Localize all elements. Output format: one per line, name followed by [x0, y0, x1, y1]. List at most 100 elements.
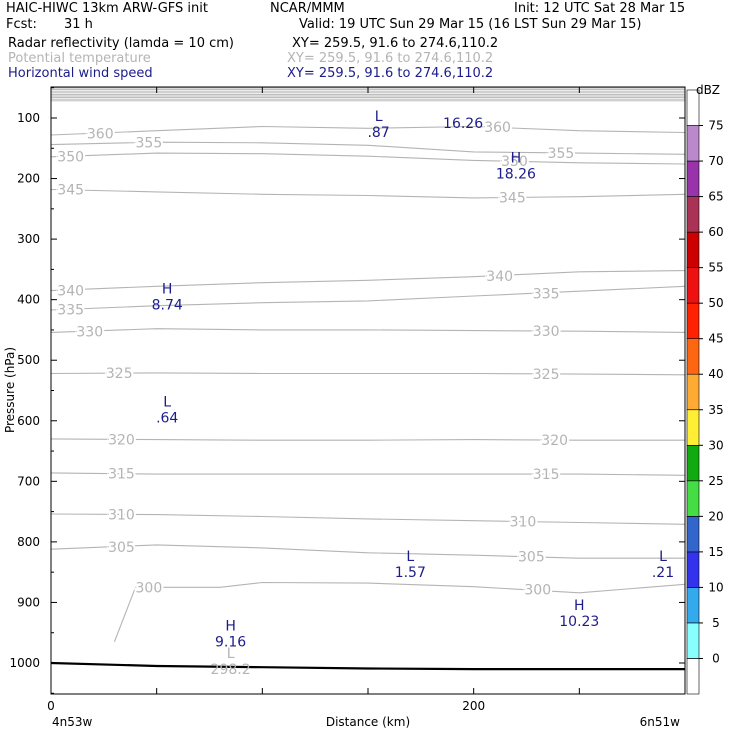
wind-extrema-labels: 16.26L.87H18.26H8.74L.64L1.57L.21H10.23H… [152, 109, 675, 651]
wind-extremum-value: .21 [652, 565, 674, 581]
theta-contour-label: 305 [518, 550, 545, 566]
init-time: Init: 12 UTC Sat 28 Mar 15 [514, 1, 686, 16]
colorbar-band [686, 160, 700, 197]
x-tick-label: 200 [462, 699, 485, 713]
colorbar-tick-label: 40 [708, 367, 723, 381]
wind-extremum-value: 18.26 [496, 167, 536, 183]
y-tick-label: 300 [17, 232, 40, 246]
theta-contour-label: 325 [533, 367, 560, 383]
y-tick-label: 1000 [9, 656, 40, 670]
colorbar-tick-label: 20 [708, 509, 723, 523]
colorbar-band [686, 480, 700, 517]
theta-contour-label: 320 [108, 432, 135, 448]
colorbar-tick-label: 35 [708, 403, 723, 417]
colorbar-band [686, 231, 700, 268]
wind-extremum-value: 8.74 [152, 297, 183, 313]
wind-extremum-marker: L [659, 549, 667, 565]
valid-time: Valid: 19 UTC Sun 29 Mar 15 (16 LST Sun … [299, 17, 642, 32]
colorbar-tick-label: 5 [712, 616, 720, 630]
colorbar-tick-label: 45 [708, 332, 723, 346]
y-tick-label: 400 [17, 293, 40, 307]
theta-contour-label: 320 [541, 433, 568, 449]
theta-extremum-value: 298.2 [211, 662, 251, 678]
org-label: NCAR/MMM [270, 1, 345, 16]
colorbar-tick-label: 15 [708, 545, 723, 559]
theta-contour-355 [50, 141, 686, 155]
colorbar-tick-label: 0 [712, 652, 720, 666]
theta-contour-320 [50, 438, 685, 441]
theta-contour-label: 305 [108, 540, 135, 556]
theta-contour-label: 350 [57, 150, 84, 166]
colorbar-band [686, 373, 700, 411]
theta-contour-label: 360 [484, 120, 511, 136]
theta-contour-325 [50, 372, 686, 376]
y-axis-title: Pressure (hPa) [3, 347, 17, 433]
wind-extremum-value: 10.23 [559, 614, 599, 630]
colorbar-band [686, 338, 700, 375]
left-endpoint-label: 4n53w [52, 715, 93, 729]
plot-frame [50, 86, 686, 695]
theta-contours: 360 360 355 355 350 350 345 345 340 340 335 335 330 3… [50, 118, 686, 642]
wind-extremum-value: .87 [367, 125, 389, 141]
theta-contour-label: 335 [57, 303, 84, 319]
colorbar-band [686, 267, 700, 304]
y-tick-label: 900 [17, 595, 40, 609]
field-reflectivity-xy: XY= 259.5, 91.6 to 274.6,110.2 [292, 36, 499, 51]
colorbar-band [686, 587, 700, 624]
theta-extremum-marker: L [227, 646, 235, 662]
wind-extremum-value: 9.16 [215, 635, 246, 651]
field-wind-label: Horizontal wind speed [8, 66, 153, 81]
wind-extremum-marker: H [225, 619, 236, 635]
theta-contour-345 [50, 188, 686, 199]
colorbar-band [686, 444, 700, 482]
theta-contour-350 [50, 152, 686, 165]
colorbar-band [686, 551, 700, 588]
theta-contour-label: 330 [76, 325, 103, 341]
wind-extremum-marker: L [375, 109, 383, 125]
colorbar-tick-label: 75 [708, 119, 723, 133]
colorbar-tick-label: 25 [708, 474, 723, 488]
reflectivity-colorbar: 0 5 10 15 20 25 30 35 40 45 50 55 60 65 70 75 [686, 89, 724, 695]
theta-contour-label: 345 [57, 183, 84, 199]
colorbar-band [686, 658, 700, 695]
plot-title: HAIC-HIWC 13km ARW-GFS init [6, 1, 208, 16]
terrain-surface-line [50, 661, 685, 671]
theta-contour-label: 340 [486, 269, 513, 285]
x-tick-label: 0 [47, 699, 55, 713]
distance-axis: 0 200 [47, 87, 686, 713]
theta-contour-label: 335 [533, 286, 560, 302]
colorbar-band [686, 302, 700, 340]
field-wind-xy: XY= 259.5, 91.6 to 274.6,110.2 [287, 66, 494, 81]
colorbar-band [686, 125, 700, 162]
y-tick-label: 200 [17, 172, 40, 186]
theta-contour-label: 355 [136, 136, 163, 152]
theta-contour-label: 360 [87, 127, 114, 143]
colorbar-tick-label: 50 [708, 296, 723, 310]
y-tick-label: 100 [17, 111, 40, 125]
colorbar-tick-label: 10 [708, 580, 723, 594]
theta-contour-315 [50, 472, 686, 476]
x-axis-title: Distance (km) [326, 715, 410, 729]
theta-contour-label: 315 [533, 467, 560, 483]
wind-extremum-value: 16.26 [443, 116, 483, 132]
y-tick-label: 800 [17, 535, 40, 549]
colorbar-band [686, 409, 700, 446]
right-endpoint-label: 6n51w [640, 715, 681, 729]
colorbar-tick-label: 70 [708, 154, 723, 168]
colorbar-tick-label: 60 [708, 225, 723, 239]
theta-contour-label: 315 [108, 467, 135, 483]
colorbar-band [686, 89, 700, 126]
wind-extremum-marker: H [511, 151, 522, 167]
y-tick-label: 700 [17, 474, 40, 488]
theta-contour-label: 345 [499, 191, 526, 207]
field-theta-xy: XY= 259.5, 91.6 to 274.6,110.2 [287, 51, 494, 66]
theta-contour-label: 300 [136, 580, 163, 596]
theta-contour-305 [50, 544, 685, 559]
colorbar-band [686, 516, 700, 553]
forecast-label: Fcst: [6, 17, 37, 32]
colorbar-title: dBZ [696, 83, 720, 97]
theta-contour-label: 325 [106, 366, 133, 382]
theta-contour-310 [50, 513, 686, 525]
